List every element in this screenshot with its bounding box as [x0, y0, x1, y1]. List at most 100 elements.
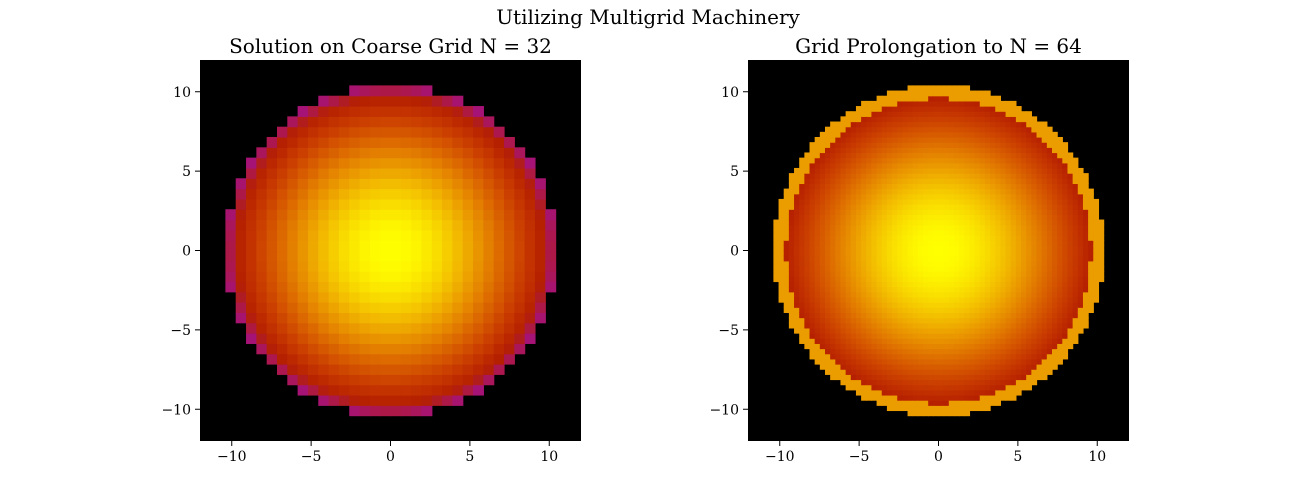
- heatmap-cell: [297, 116, 309, 128]
- heatmap-cell: [917, 198, 924, 205]
- heatmap-cell: [933, 405, 940, 412]
- heatmap-cell: [1082, 265, 1089, 272]
- heatmap-cell: [1026, 307, 1032, 314]
- heatmap-cell: [917, 291, 924, 298]
- heatmap-cell: [1036, 224, 1043, 231]
- heatmap-cell: [452, 364, 464, 375]
- heatmap-cell: [1031, 240, 1038, 246]
- heatmap-cell: [897, 198, 903, 205]
- heatmap-cell: [359, 116, 371, 128]
- heatmap-cell: [1031, 198, 1038, 205]
- heatmap-cell: [917, 410, 924, 417]
- heatmap-cell: [421, 302, 433, 314]
- heatmap-cell: [1067, 152, 1074, 159]
- heatmap-cell: [400, 394, 412, 406]
- heatmap-cell: [809, 147, 816, 154]
- heatmap-cell: [1041, 219, 1048, 226]
- heatmap-cell: [473, 302, 484, 314]
- figure-title: Utilizing Multigrid Machinery: [496, 5, 800, 29]
- heatmap-cell: [1015, 126, 1022, 133]
- heatmap-cell: [473, 291, 484, 303]
- heatmap-cell: [524, 209, 536, 221]
- heatmap-cell: [881, 255, 888, 262]
- heatmap-cell: [850, 348, 857, 355]
- heatmap-cell: [1005, 147, 1012, 154]
- heatmap-cell: [359, 136, 371, 148]
- heatmap-cell: [990, 95, 996, 102]
- heatmap-cell: [1062, 260, 1069, 267]
- heatmap-cell: [902, 121, 909, 128]
- heatmap-cell: [995, 296, 1002, 303]
- heatmap-cell: [514, 312, 526, 324]
- heatmap-cell: [835, 162, 842, 169]
- heatmap-cell: [1031, 358, 1038, 365]
- heatmap-cell: [974, 302, 981, 308]
- heatmap-cell: [1052, 348, 1058, 355]
- heatmap-cell: [794, 240, 800, 246]
- heatmap-cell: [912, 162, 919, 169]
- heatmap-cell: [928, 219, 934, 226]
- heatmap-cell: [881, 358, 888, 365]
- heatmap-cell: [390, 188, 402, 200]
- heatmap-cell: [819, 353, 826, 360]
- heatmap-cell: [933, 193, 940, 200]
- heatmap-cell: [928, 364, 934, 370]
- heatmap-cell: [1021, 369, 1027, 375]
- heatmap-cell: [814, 224, 821, 231]
- heatmap-cell: [1036, 219, 1043, 226]
- heatmap-cell: [964, 131, 971, 138]
- heatmap-cell: [504, 250, 515, 262]
- heatmap-cell: [902, 147, 909, 154]
- heatmap-cell: [328, 250, 340, 262]
- heatmap-cell: [462, 126, 474, 138]
- heatmap-cell: [923, 343, 929, 350]
- heatmap-cell: [990, 250, 996, 257]
- heatmap-cell: [840, 255, 847, 262]
- heatmap-cell: [1036, 121, 1043, 128]
- heatmap-cell: [1052, 178, 1058, 185]
- heatmap-cell: [959, 317, 965, 324]
- heatmap-cell: [835, 343, 842, 350]
- heatmap-cell: [892, 364, 898, 370]
- heatmap-cell: [1057, 271, 1063, 277]
- heatmap-cell: [1077, 178, 1084, 185]
- x-tick-label: −5: [301, 449, 322, 465]
- heatmap-cell: [979, 209, 986, 215]
- heatmap-cell: [442, 374, 454, 386]
- heatmap-cell: [799, 162, 805, 169]
- heatmap-cell: [897, 281, 903, 288]
- heatmap-cell: [1046, 348, 1053, 355]
- heatmap-cell: [328, 147, 340, 159]
- heatmap-cell: [297, 250, 309, 262]
- heatmap-cell: [788, 183, 795, 190]
- heatmap-cell: [923, 333, 929, 339]
- heatmap-cell: [804, 219, 811, 226]
- heatmap-cell: [318, 291, 330, 303]
- heatmap-cell: [1015, 183, 1022, 190]
- heatmap-cell: [943, 173, 950, 179]
- heatmap-cell: [840, 193, 847, 200]
- heatmap-cell: [1031, 224, 1038, 231]
- heatmap-cell: [1015, 142, 1022, 148]
- heatmap-cell: [338, 353, 350, 365]
- heatmap-cell: [984, 198, 991, 205]
- heatmap-cell: [871, 379, 878, 386]
- heatmap-cell: [938, 307, 945, 314]
- heatmap-cell: [974, 188, 981, 195]
- x-tick-label: 10: [1088, 449, 1106, 465]
- heatmap-cell: [1026, 157, 1032, 164]
- heatmap-cell: [380, 188, 392, 200]
- heatmap-cell: [995, 167, 1002, 174]
- heatmap-cell: [287, 229, 299, 241]
- heatmap-cell: [861, 389, 867, 396]
- heatmap-cell: [990, 307, 996, 314]
- heatmap-cell: [794, 204, 800, 210]
- heatmap-cell: [835, 250, 842, 257]
- heatmap-cell: [969, 379, 976, 386]
- heatmap-cell: [349, 333, 361, 344]
- heatmap-cell: [871, 333, 878, 339]
- heatmap-cell: [359, 167, 371, 179]
- heatmap-cell: [923, 240, 929, 246]
- heatmap-cell: [866, 121, 873, 128]
- heatmap-cell: [902, 384, 909, 391]
